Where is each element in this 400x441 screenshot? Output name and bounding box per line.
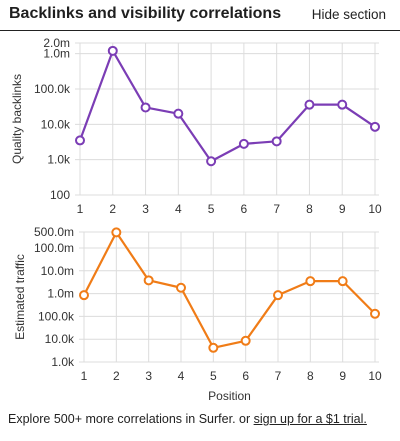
traffic-chart: 1.0k 10.0k 100.0k 1.0m 10.0m 100.0m 500.0m 1 2 3 4…	[13, 225, 382, 403]
x-tick-label: 2	[109, 202, 116, 216]
data-point	[304, 99, 315, 110]
y-tick-label: 100.0m	[34, 241, 74, 255]
x-tick-label: 8	[306, 202, 313, 216]
data-point	[305, 276, 316, 287]
series-line	[83, 231, 376, 349]
y-tick-label: 1.0k	[47, 153, 71, 167]
y-tick-label: 100	[50, 188, 70, 202]
x-tick-label: 3	[142, 202, 149, 216]
data-point	[75, 135, 85, 146]
x-tick-label: 5	[210, 369, 217, 383]
x-tick-label: 9	[339, 369, 346, 383]
hide-section-button[interactable]: Hide section	[311, 7, 386, 22]
y-axis-label: Estimated traffic	[13, 254, 27, 340]
data-point	[337, 99, 348, 110]
x-tick-label: 7	[273, 202, 280, 216]
x-tick-label: 10	[368, 202, 382, 216]
data-point	[140, 102, 151, 113]
footer-cta: Explore 500+ more correlations in Surfer…	[8, 412, 367, 426]
data-point	[337, 276, 348, 287]
data-point	[271, 136, 282, 147]
x-tick-label: 6	[242, 369, 249, 383]
data-point	[176, 282, 186, 293]
data-point	[79, 290, 89, 301]
y-tick-label: 100.0k	[34, 82, 71, 96]
y-tick-label: 100.0k	[38, 309, 75, 323]
data-point	[370, 308, 380, 319]
x-tick-label: 6	[241, 202, 248, 216]
x-tick-label: 7	[275, 369, 282, 383]
section-header: Backlinks and visibility correlations Hi…	[0, 0, 400, 30]
section-title: Backlinks and visibility correlations	[9, 5, 282, 22]
y-tick-label: 1.0m	[43, 47, 70, 61]
header-divider	[0, 30, 400, 31]
x-tick-label: 3	[145, 369, 152, 383]
data-point	[208, 342, 219, 353]
data-point	[173, 108, 184, 119]
y-tick-label: 10.0k	[45, 332, 75, 346]
y-tick-label: 10.0m	[41, 264, 74, 278]
data-point	[111, 227, 122, 238]
x-tick-label: 8	[307, 369, 314, 383]
y-tick-label: 1.0k	[51, 355, 75, 369]
data-point	[273, 290, 283, 301]
x-tick-label: 1	[81, 369, 88, 383]
signup-trial-link[interactable]: sign up for a $1 trial.	[253, 412, 367, 426]
x-tick-label: 4	[175, 202, 182, 216]
x-tick-label: 10	[368, 369, 382, 383]
y-tick-label: 10.0k	[41, 117, 71, 131]
x-tick-label: 2	[113, 369, 120, 383]
data-point	[206, 156, 217, 167]
x-tick-label: 4	[178, 369, 185, 383]
y-tick-label: 500.0m	[34, 225, 74, 239]
y-tick-label: 1.0m	[47, 287, 74, 301]
x-tick-label: 1	[77, 202, 84, 216]
footer-text: Explore 500+ more correlations in Surfer…	[8, 412, 254, 426]
data-point	[143, 275, 154, 286]
x-tick-label: 9	[339, 202, 346, 216]
y-axis-label: Quality backlinks	[10, 74, 24, 164]
data-point	[370, 121, 380, 132]
series-line	[78, 49, 376, 163]
data-point	[238, 138, 249, 149]
y-tick-label: 2.0m	[43, 36, 70, 50]
x-tick-label: 5	[208, 202, 215, 216]
x-axis-label: Position	[208, 389, 251, 403]
backlinks-chart: 100 1.0k 10.0k 100.0k 1.0m2.0m 1 2 3 4 5 6 7 8 9 10 Qua…	[10, 36, 382, 216]
data-point	[107, 45, 118, 56]
data-point	[240, 335, 251, 346]
